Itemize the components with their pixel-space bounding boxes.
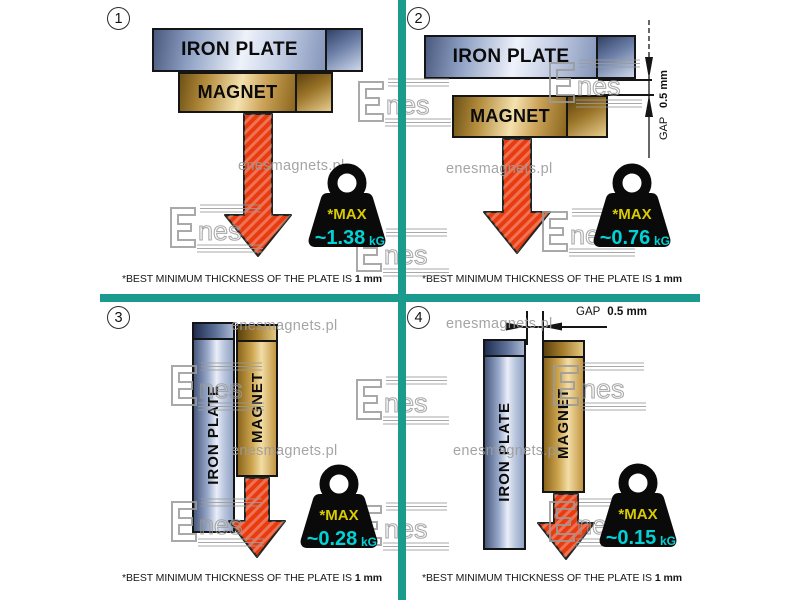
weight-max-label: *MAX bbox=[612, 206, 651, 223]
weight-max-label: *MAX bbox=[327, 206, 366, 223]
quadrant-2-number-badge: 2 bbox=[407, 7, 430, 30]
weight-body bbox=[300, 494, 378, 548]
weight-icon-q2: *MAX ~0.76 kG bbox=[593, 163, 671, 249]
gap-dimension-arrows-q4 bbox=[506, 322, 562, 331]
iron-plate-q2: IRON PLATE bbox=[424, 35, 636, 79]
quadrant-4-number-badge: 4 bbox=[407, 306, 430, 329]
quadrant-3-number: 3 bbox=[114, 309, 123, 326]
magnet-q2: MAGNET bbox=[452, 95, 608, 138]
weight-icon-q4: *MAX ~0.15 kG bbox=[599, 463, 677, 549]
dimension-arrow-left bbox=[542, 322, 562, 331]
dimension-arrow-right bbox=[506, 322, 526, 331]
magnet-label: MAGNET bbox=[197, 82, 278, 102]
enes-logo-watermark bbox=[164, 202, 269, 254]
site-watermark: enesmagnets.pl bbox=[446, 161, 553, 177]
enes-logo-watermark bbox=[165, 496, 270, 548]
weight-icon-q3: *MAX ~0.28 kG bbox=[300, 464, 378, 550]
weight-value: ~1.38 bbox=[315, 227, 366, 249]
site-watermark: enesmagnets.pl bbox=[231, 443, 338, 459]
gap-dimension-label-q2: GAP 0.5 mm bbox=[658, 58, 670, 140]
quadrant-1-number-badge: 1 bbox=[107, 7, 130, 30]
weight-unit: kG bbox=[660, 534, 676, 548]
caption-text: *BEST MINIMUM THICKNESS OF THE PLATE IS bbox=[422, 273, 652, 285]
quadrant-3-number-badge: 3 bbox=[107, 306, 130, 329]
site-watermark: enesmagnets.pl bbox=[238, 158, 345, 174]
iron-plate-face: IRON PLATE bbox=[154, 30, 325, 70]
caption-q2: *BEST MINIMUM THICKNESS OF THE PLATE IS 1… bbox=[404, 273, 700, 285]
caption-bold: 1 mm bbox=[354, 273, 382, 285]
gap-extension-line bbox=[542, 311, 544, 345]
quadrant-4-number: 4 bbox=[414, 309, 423, 326]
enes-logo-watermark bbox=[547, 360, 652, 412]
caption-text: *BEST MINIMUM THICKNESS OF THE PLATE IS bbox=[122, 273, 352, 285]
weight-icon-q1: *MAX ~1.38 kG bbox=[308, 163, 386, 249]
caption-text: *BEST MINIMUM THICKNESS OF THE PLATE IS bbox=[422, 572, 652, 584]
dimension-arrow-up bbox=[645, 95, 653, 117]
iron-plate-face: IRON PLATE bbox=[426, 37, 596, 77]
site-watermark: enesmagnets.pl bbox=[453, 443, 560, 459]
enes-logo-watermark bbox=[543, 57, 648, 109]
gap-label: GAP bbox=[576, 306, 601, 318]
weight-value: ~0.15 bbox=[606, 527, 657, 549]
caption-q4: *BEST MINIMUM THICKNESS OF THE PLATE IS 1… bbox=[404, 572, 700, 584]
iron-plate-label: IRON PLATE bbox=[181, 39, 298, 60]
magnet-face: MAGNET bbox=[180, 74, 295, 111]
weight-body bbox=[593, 193, 671, 247]
weight-unit: kG bbox=[369, 234, 385, 248]
gap-value: 0.5 mm bbox=[607, 306, 647, 318]
enes-logo-watermark bbox=[165, 360, 270, 412]
magnet-label: MAGNET bbox=[470, 106, 550, 126]
iron-plate-q1: IRON PLATE bbox=[152, 28, 363, 72]
weight-max-label: *MAX bbox=[319, 507, 358, 524]
magnet-top-face bbox=[544, 342, 583, 358]
iron-plate-q3: IRON PLATE bbox=[192, 322, 235, 533]
site-watermark: enesmagnets.pl bbox=[231, 318, 338, 334]
caption-text: *BEST MINIMUM THICKNESS OF THE PLATE IS bbox=[122, 572, 352, 584]
pull-force-arrow-q2 bbox=[483, 138, 551, 254]
iron-plate-side-face bbox=[325, 30, 361, 70]
gap-extension-line bbox=[598, 79, 652, 81]
weight-unit: kG bbox=[361, 535, 377, 549]
magnet-face: MAGNET bbox=[454, 97, 566, 136]
dimension-arrow-down bbox=[645, 57, 653, 79]
caption-bold: 1 mm bbox=[354, 572, 382, 584]
horizontal-divider bbox=[100, 294, 700, 302]
iron-plate-label: IRON PLATE bbox=[452, 46, 570, 67]
weight-body bbox=[308, 193, 386, 247]
gap-value: 0.5 mm bbox=[658, 69, 670, 108]
quadrant-1-number: 1 bbox=[114, 10, 123, 27]
magnet-top-face bbox=[238, 326, 276, 342]
weight-value: ~0.76 bbox=[600, 227, 651, 249]
iron-plate-top-face bbox=[194, 324, 233, 340]
iron-plate-q4: IRON PLATE bbox=[483, 339, 526, 550]
magnet-side-face bbox=[295, 74, 331, 111]
quadrant-2-number: 2 bbox=[414, 10, 423, 27]
caption-q3: *BEST MINIMUM THICKNESS OF THE PLATE IS 1… bbox=[104, 572, 400, 584]
gap-extension-line bbox=[600, 94, 654, 96]
gap-dimension-arrows-q2 bbox=[645, 20, 653, 158]
iron-plate-top-face bbox=[485, 341, 524, 357]
caption-bold: 1 mm bbox=[654, 572, 682, 584]
magnet-q1: MAGNET bbox=[178, 72, 333, 113]
caption-q1: *BEST MINIMUM THICKNESS OF THE PLATE IS 1… bbox=[104, 273, 400, 285]
site-watermark: enesmagnets.pl bbox=[446, 316, 553, 332]
weight-body bbox=[599, 493, 677, 547]
weight-value: ~0.28 bbox=[307, 528, 358, 550]
weight-unit: kG bbox=[654, 234, 670, 248]
caption-bold: 1 mm bbox=[654, 273, 682, 285]
gap-extension-line bbox=[526, 311, 528, 345]
pull-force-arrow-q4 bbox=[537, 493, 595, 560]
weight-max-label: *MAX bbox=[618, 506, 657, 523]
gap-label: GAP bbox=[658, 116, 670, 140]
gap-dimension-label-q4: GAP 0.5 mm bbox=[576, 306, 647, 318]
